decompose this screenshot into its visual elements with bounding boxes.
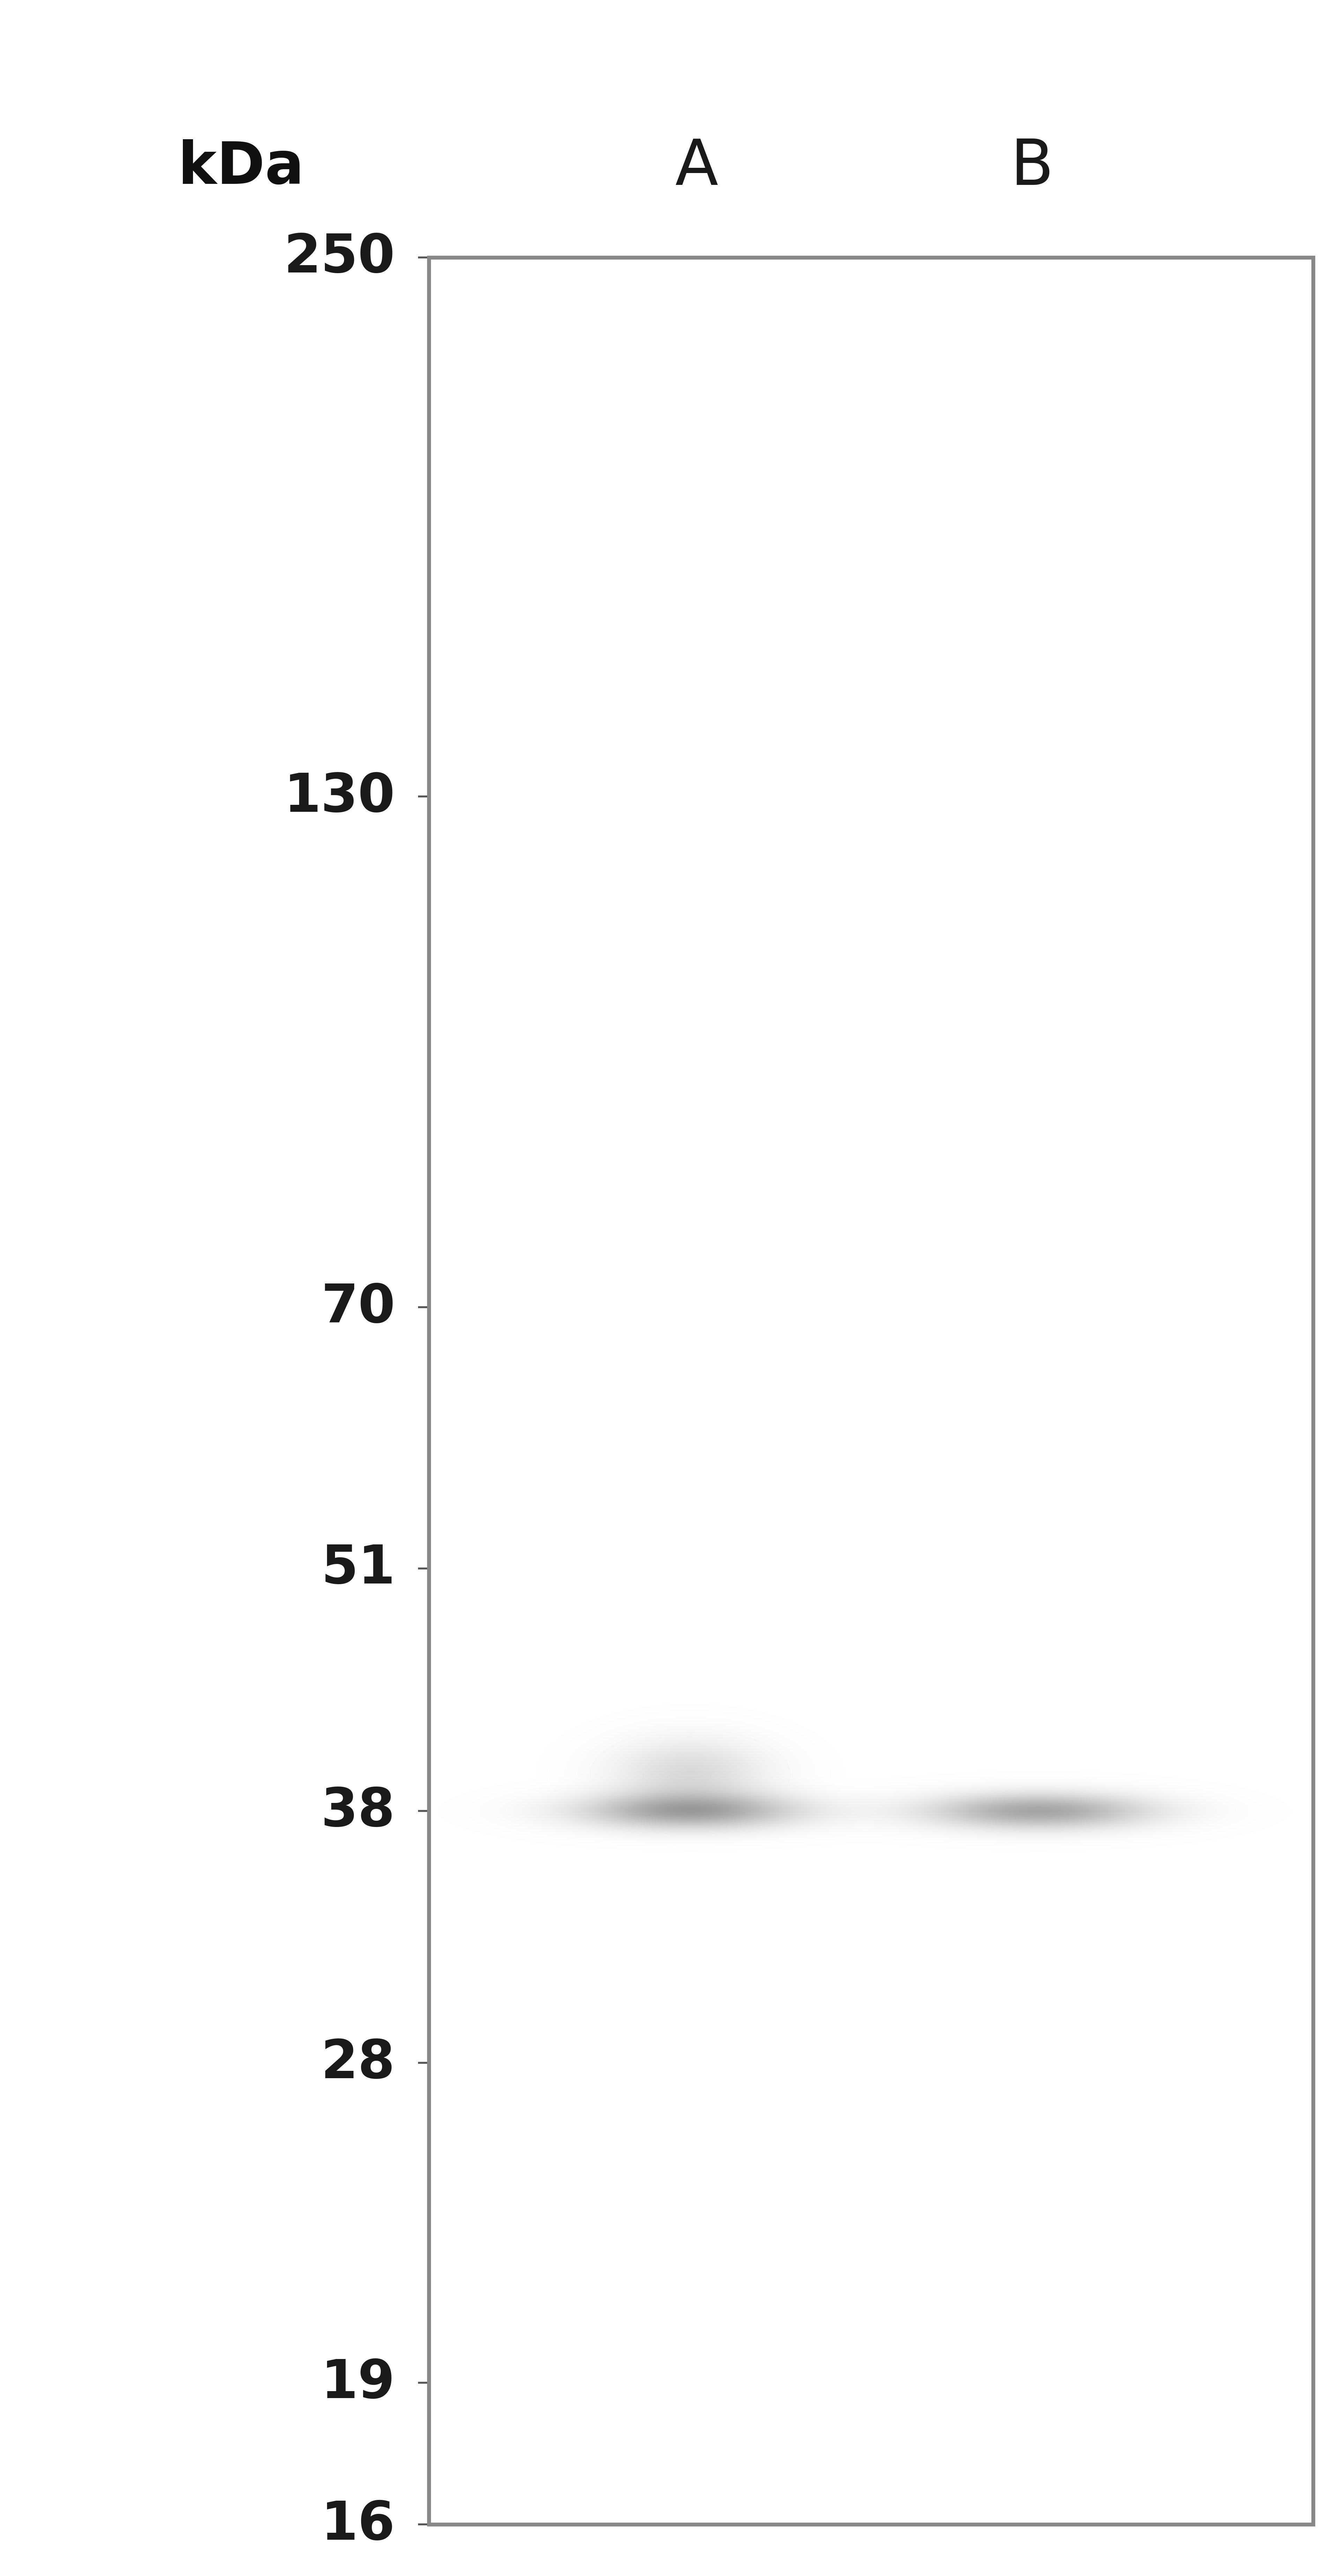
Text: 51: 51 (322, 1543, 395, 1595)
Text: A: A (675, 137, 718, 198)
Text: 16: 16 (322, 2499, 395, 2550)
Text: 70: 70 (322, 1280, 395, 1334)
Text: 250: 250 (284, 232, 395, 283)
Text: 130: 130 (284, 770, 395, 822)
Text: kDa: kDa (178, 139, 304, 196)
Text: 19: 19 (322, 2357, 395, 2409)
Bar (429, 258, 1313, 2524)
Text: B: B (1010, 137, 1053, 198)
Bar (429, 258, 1313, 2524)
Text: 28: 28 (322, 2038, 395, 2089)
Text: 38: 38 (322, 1785, 395, 1837)
